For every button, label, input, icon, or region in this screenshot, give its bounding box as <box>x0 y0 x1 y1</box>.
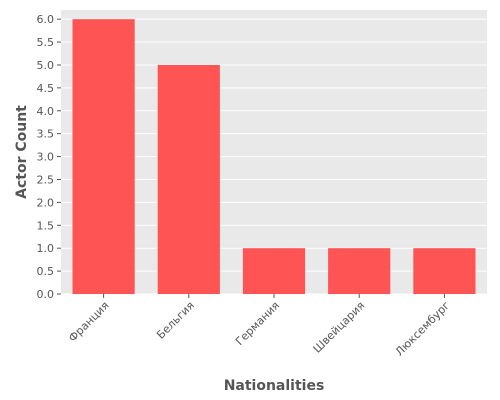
y-tick-label: 0.0 <box>37 288 55 301</box>
bar <box>242 248 306 294</box>
y-tick-label: 3.0 <box>37 151 55 164</box>
x-tick-label: Германия <box>233 299 282 348</box>
y-tick-label: 1.5 <box>37 219 55 232</box>
x-tick-label: Франция <box>66 299 112 345</box>
bar <box>328 248 391 294</box>
y-tick-label: 2.0 <box>37 196 55 209</box>
y-tick-label: 1.0 <box>37 242 55 255</box>
x-tick-label: Бельгия <box>154 299 197 342</box>
y-tick-label: 4.0 <box>37 105 55 118</box>
bar <box>413 248 476 294</box>
y-tick-label: 3.5 <box>37 128 55 141</box>
y-tick-label: 5.0 <box>37 59 55 72</box>
x-tick-label: Швейцария <box>311 299 368 356</box>
y-tick-label: 6.0 <box>37 13 55 26</box>
x-tick-label: Люксембург <box>393 299 453 359</box>
bars <box>72 19 476 295</box>
y-axis-label: Actor Count <box>14 105 30 199</box>
x-axis-label: Nationalities <box>224 378 325 394</box>
y-tick-label: 2.5 <box>37 173 55 186</box>
x-axis-ticks: Франция Бельгия Германия Швейцария Люксембур… <box>66 294 453 359</box>
y-axis-ticks: 0.0 0.5 1.0 1.5 2.0 2.5 3.0 3.5 4.0 4.5 5.0 5.5 6.0 <box>37 13 61 301</box>
bar <box>72 19 135 295</box>
y-tick-label: 5.5 <box>37 36 55 49</box>
bar <box>157 64 220 294</box>
y-tick-label: 4.5 <box>37 82 55 95</box>
y-tick-label: 0.5 <box>37 265 55 278</box>
